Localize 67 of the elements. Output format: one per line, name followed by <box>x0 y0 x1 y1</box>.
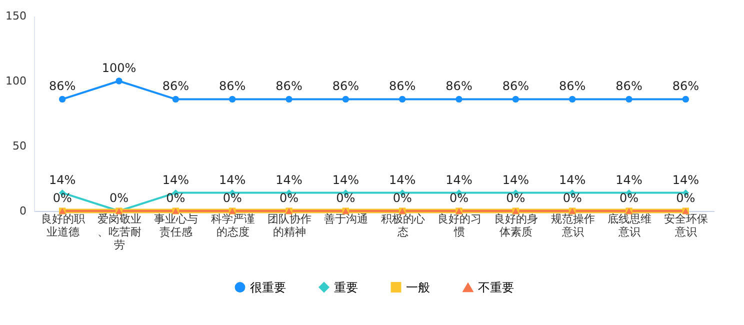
data-label: 86% <box>558 79 586 94</box>
x-tick-label: 善于沟通 <box>324 212 368 226</box>
point <box>58 96 66 103</box>
data-label: 0% <box>222 191 242 205</box>
legend-label: 很重要 <box>250 280 286 294</box>
data-label: 86% <box>388 79 416 94</box>
data-label: 0% <box>449 191 469 205</box>
data-label: 14% <box>162 172 190 187</box>
data-label: 14% <box>218 172 246 187</box>
data-label: 0% <box>562 191 582 205</box>
point <box>456 96 462 103</box>
data-label: 86% <box>332 79 360 94</box>
data-label: 0% <box>506 191 526 205</box>
point <box>228 96 236 103</box>
point <box>568 96 576 103</box>
legend-label: 一般 <box>406 280 430 294</box>
y-tick-label: 150 <box>6 10 26 22</box>
point <box>626 96 632 103</box>
data-label: 86% <box>48 79 76 94</box>
point <box>512 96 520 103</box>
x-tick-label: 良好的职业道德 <box>40 212 85 238</box>
y-tick-label: 100 <box>6 74 26 88</box>
data-label: 86% <box>218 79 246 94</box>
x-tick-label: 安全环保意识 <box>664 212 708 238</box>
data-label: 86% <box>162 79 190 94</box>
data-label: 14% <box>276 172 302 187</box>
data-label: 0% <box>336 191 356 205</box>
x-tick-label: 科学严谨的态度 <box>210 212 255 238</box>
data-label: 14% <box>332 172 360 187</box>
legend-label: 不重要 <box>478 280 514 295</box>
x-tick-label: 良好的身体素质 <box>494 212 538 238</box>
data-label: 14% <box>446 172 472 187</box>
x-tick-label: 底线思维意识 <box>608 212 652 238</box>
data-label: 0% <box>279 191 299 205</box>
point <box>116 78 122 84</box>
data-label: 0% <box>166 191 186 205</box>
data-label: 14% <box>616 172 642 187</box>
data-label: 14% <box>672 172 700 187</box>
x-tick-label: 规范操作意识 <box>550 212 595 238</box>
x-tick-label: 积极的心态 <box>380 212 425 238</box>
data-label: 14% <box>48 172 76 187</box>
data-label: 86% <box>616 79 642 94</box>
point <box>286 96 292 103</box>
data-label: 14% <box>388 172 416 187</box>
point <box>172 96 180 103</box>
data-label: 0% <box>109 191 129 205</box>
point <box>342 96 350 103</box>
x-tick-label: 事业心与责任感 <box>154 212 198 238</box>
x-tick-label: 团队协作的精神 <box>268 212 312 238</box>
data-label: 0% <box>52 191 72 205</box>
data-label: 14% <box>558 172 586 187</box>
data-label: 0% <box>676 191 696 205</box>
x-tick-label: 良好的习惯 <box>438 212 482 238</box>
data-label: 86% <box>672 79 700 94</box>
point <box>398 96 406 103</box>
data-label: 86% <box>276 79 302 94</box>
data-label: 100% <box>102 61 136 75</box>
y-tick-label: 50 <box>12 140 26 152</box>
data-label: 14% <box>502 172 530 187</box>
data-label: 0% <box>619 191 639 205</box>
point <box>682 96 690 103</box>
x-tick-label: 爱岗敬业、吃苦耐劳 <box>98 212 142 252</box>
data-label: 86% <box>502 79 530 94</box>
data-label: 86% <box>446 79 472 94</box>
data-label: 0% <box>392 191 412 205</box>
legend-label: 重要 <box>334 280 358 294</box>
y-tick-label: 0 <box>20 204 26 218</box>
